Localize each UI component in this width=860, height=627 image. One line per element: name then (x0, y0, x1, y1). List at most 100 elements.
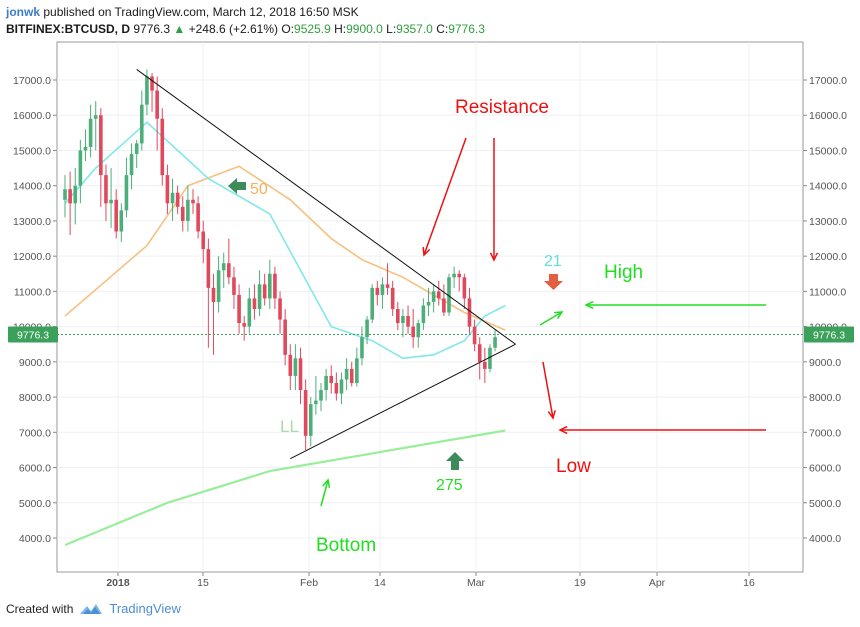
high-short-arrow-head (553, 311, 564, 320)
y-tick-label-right: 17000.0 (809, 75, 847, 87)
y-tick-label-right: 12000.0 (809, 251, 847, 263)
x-tick-label: 2018 (106, 577, 130, 589)
y-tick-label-right: 8000.0 (809, 392, 841, 404)
candle-body (247, 298, 252, 327)
candle-body (78, 150, 83, 186)
candle-body (314, 400, 318, 405)
candle-body (477, 344, 482, 362)
candle-body (298, 358, 303, 391)
candle-body (211, 287, 216, 302)
candle-body (109, 199, 113, 204)
y-tick-label-right: 14000.0 (809, 181, 847, 193)
candle-body (462, 277, 467, 299)
candle-body (206, 249, 211, 288)
candle-body (88, 118, 93, 147)
y-tick-label-left: 7000.0 (19, 427, 51, 439)
price-change: +248.6 (+2.61%) (188, 22, 279, 36)
candle-body (329, 375, 334, 383)
footer: Created with TradingView (6, 601, 181, 616)
candle-body (452, 273, 456, 278)
candle-body (308, 404, 313, 436)
y-tick-label-left: 5000.0 (19, 498, 51, 510)
ma21-arrow-icon (544, 274, 563, 290)
x-tick-label: 14 (374, 577, 386, 589)
candle-body (355, 358, 359, 383)
candle-body (426, 301, 431, 306)
candle-body (227, 263, 231, 278)
y-tick-label-right: 9000.0 (809, 357, 841, 369)
candle-body (457, 273, 462, 278)
chart-header: jonwk published on TradingView.com, Marc… (6, 4, 485, 38)
candle-body (175, 192, 180, 207)
open-value: 9525.9 (294, 22, 331, 36)
candle-body (349, 368, 354, 383)
candle-body (283, 319, 287, 355)
candle-body (145, 76, 149, 105)
candle-body (339, 379, 344, 394)
y-tick-label-right: 13000.0 (809, 216, 847, 228)
ma50-label: 50 (250, 181, 268, 198)
author-link[interactable]: jonwk (6, 5, 41, 19)
bottom-label: Bottom (316, 535, 376, 556)
y-tick-label-left: 9000.0 (19, 357, 51, 369)
close-value: 9776.3 (448, 22, 485, 36)
candle-body (201, 231, 206, 250)
price-tag-right-text: 9776.3 (813, 329, 845, 341)
candle-body (68, 189, 72, 204)
y-tick-label-left: 13000.0 (13, 216, 51, 228)
low-value: 9357.0 (396, 22, 433, 36)
candle-body (155, 90, 159, 119)
y-tick-label-right: 7000.0 (809, 427, 841, 439)
candle-body (334, 382, 339, 394)
candle-body (268, 273, 272, 299)
candle-body (196, 203, 200, 232)
candle-body (273, 273, 277, 299)
publish-line: jonwk published on TradingView.com, Marc… (6, 4, 485, 21)
candle-body (140, 104, 144, 144)
candle-body (303, 390, 308, 436)
candle-body (262, 284, 267, 299)
candle-body (221, 263, 226, 271)
y-tick-label-left: 16000.0 (13, 110, 51, 122)
candle-body (324, 375, 328, 391)
symbol-label[interactable]: BITFINEX:BTCUSD, D (6, 22, 130, 36)
resistance-arrow-2-head (489, 252, 499, 262)
high-short-arrow (539, 311, 563, 326)
plot-frame (56, 41, 804, 573)
candle-body (493, 337, 497, 348)
ma-21-line (64, 121, 506, 360)
price-tag-right (804, 326, 854, 343)
candle-body (150, 76, 154, 91)
resistance-label: Resistance (455, 97, 549, 118)
ma21-label: 21 (544, 253, 562, 270)
candle-body (232, 277, 236, 295)
x-tick-label: Feb (300, 577, 318, 589)
high-label: H: (334, 22, 347, 36)
y-tick-label-left: 11000.0 (14, 286, 51, 298)
high-label: High (604, 262, 643, 283)
created-with-label: Created with (6, 601, 74, 616)
candlesticks (63, 69, 497, 450)
candle-body (365, 319, 369, 338)
tradingview-link[interactable]: TradingView (109, 601, 181, 616)
candle-body (160, 118, 165, 176)
annotations: Resistance High Low Bottom LL 50 21 275 (136, 69, 766, 556)
resistance-arrow-1 (423, 137, 467, 256)
up-arrow-icon: ▲ (173, 22, 186, 36)
x-tick-label: 19 (574, 577, 586, 589)
ll-label: LL (280, 417, 299, 436)
candle-body (385, 284, 390, 288)
candle-body (104, 175, 108, 204)
candle-body (396, 309, 400, 324)
price-tag-left-text: 9776.3 (17, 329, 49, 341)
candle-body (293, 358, 298, 376)
candle-body (278, 298, 282, 320)
candle-body (165, 175, 170, 204)
candle-body (421, 305, 426, 324)
y-tick-label-left: 8000.0 (19, 392, 51, 404)
high-arrow-head (584, 300, 594, 310)
x-tick-label: Apr (649, 577, 666, 589)
candle-body (319, 390, 323, 401)
x-tick-label: Mar (467, 577, 486, 589)
